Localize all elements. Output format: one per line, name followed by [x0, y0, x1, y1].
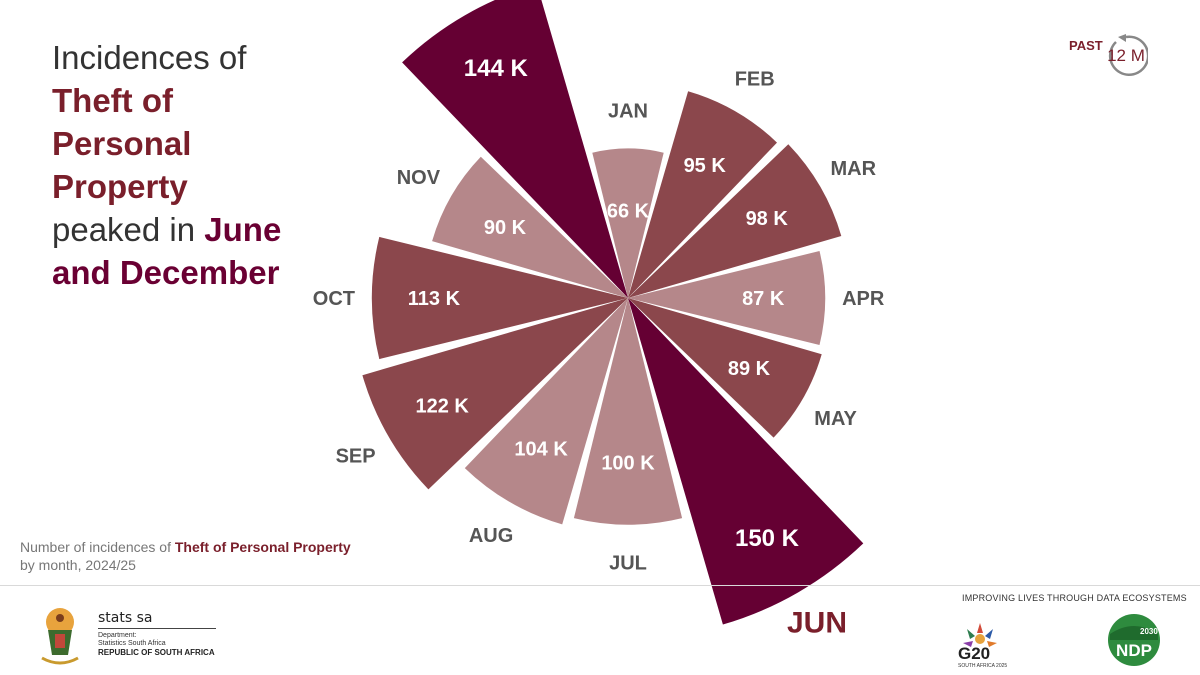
wedge-jul: [573, 298, 683, 525]
value-label-dec: 144 K: [464, 55, 529, 82]
caption-strong: Theft of Personal Property: [174, 539, 351, 555]
value-label-nov: 90 K: [484, 217, 527, 239]
month-label-jul: JUL: [609, 553, 647, 575]
ndp-year: 2030: [1140, 627, 1158, 636]
month-label-sep: SEP: [336, 445, 376, 467]
chart-value-labels: 66 K 95 K 98 K 87 K 89 K 150 K 100 K 104 K 122 K…: [408, 55, 800, 552]
month-label-nov: NOV: [397, 167, 441, 189]
g20-text: G20: [958, 644, 991, 663]
value-label-feb: 95 K: [684, 155, 727, 177]
value-label-oct: 113 K: [408, 288, 461, 310]
wedge-oct: [371, 236, 628, 360]
chart-wedges: [362, 0, 864, 625]
value-label-jun: 150 K: [735, 525, 800, 552]
statssa-republic: REPUBLIC OF SOUTH AFRICA: [98, 648, 215, 657]
caption-prefix: Number of incidences of: [20, 539, 175, 555]
headline: Incidences of Theft of Personal Property…: [52, 36, 382, 294]
statssa-name: stats sa: [98, 610, 153, 626]
headline-line6: and December: [52, 254, 280, 291]
wedge-jan: [592, 148, 664, 298]
wedge-dec: [402, 0, 628, 298]
wedge-nov: [432, 156, 628, 298]
g20-subtext: SOUTH AFRICA 2025: [958, 663, 1008, 669]
month-label-apr: APR: [842, 288, 885, 310]
headline-line3: Personal: [52, 125, 192, 162]
month-label-jun: JUN: [787, 606, 847, 639]
month-label-aug: AUG: [469, 525, 513, 547]
month-label-oct: OCT: [313, 288, 355, 310]
month-label-mar: MAR: [831, 158, 877, 180]
wedge-aug: [464, 298, 628, 525]
headline-line1: Incidences of: [52, 39, 247, 76]
ndp-2030-logo: 2030 NDP: [1108, 614, 1160, 666]
wedge-jun: [628, 298, 864, 625]
statssa-underline: [98, 628, 216, 629]
tagline: IMPROVING LIVES THROUGH DATA ECOSYSTEMS: [962, 593, 1187, 603]
headline-line4: Property: [52, 168, 188, 205]
caption-line2: by month, 2024/25: [20, 557, 136, 573]
wedge-feb: [628, 91, 777, 298]
past-12-months-badge: PAST 12 M: [1060, 28, 1160, 88]
headline-line5-strong: June: [204, 211, 282, 248]
wedge-apr: [628, 251, 826, 345]
statssa-dept-line1: Department:: [98, 632, 137, 639]
wedge-sep: [362, 298, 628, 490]
value-label-mar: 98 K: [746, 208, 789, 230]
history-circle-icon: [1108, 34, 1148, 76]
chart-caption: Number of incidences of Theft of Persona…: [20, 538, 351, 574]
chart-month-labels: JANFEBMARAPRMAYJUNJULAUGSEPOCTNOVDEC: [313, 69, 885, 640]
value-label-jul: 100 K: [601, 453, 655, 475]
value-label-jan: 66 K: [607, 200, 650, 222]
month-label-jan: JAN: [608, 100, 648, 122]
headline-line2: Theft of: [52, 82, 173, 119]
month-label-feb: FEB: [735, 69, 775, 91]
headline-line5: peaked in June: [52, 208, 382, 251]
past-label: PAST: [1069, 38, 1103, 53]
past-value: 12 M: [1107, 46, 1145, 65]
value-label-apr: 87 K: [742, 288, 785, 310]
value-label-may: 89 K: [728, 358, 771, 380]
wedge-may: [628, 298, 822, 438]
coat-of-arms-logo: [41, 608, 79, 665]
g20-logo: [963, 623, 997, 647]
value-label-aug: 104 K: [514, 439, 568, 461]
ndp-text: NDP: [1116, 641, 1152, 660]
headline-line5-prefix: peaked in: [52, 211, 205, 248]
month-label-may: MAY: [814, 408, 857, 430]
footer-divider: [0, 585, 1200, 586]
value-label-sep: 122 K: [416, 395, 470, 417]
wedge-mar: [628, 144, 842, 298]
statssa-dept-line2: Statistics South Africa: [98, 640, 166, 647]
